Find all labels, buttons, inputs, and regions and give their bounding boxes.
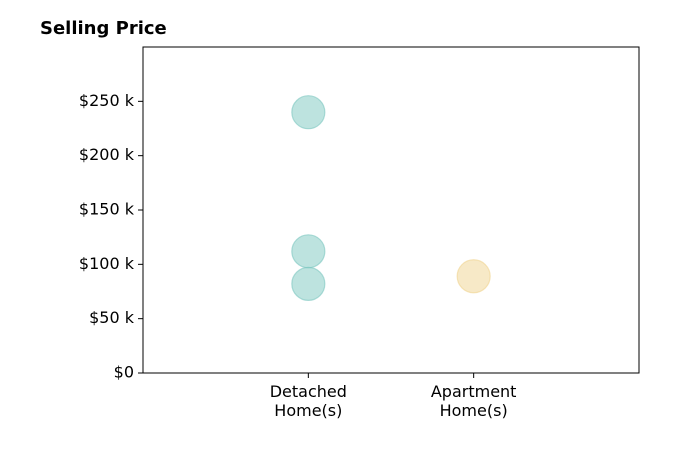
x-tick-label: Detached Home(s) — [269, 382, 347, 420]
chart-title: Selling Price — [40, 18, 167, 39]
plot-frame — [142, 46, 640, 374]
y-tick-label: $50 k — [89, 308, 135, 327]
y-tick-label: $200 k — [79, 145, 135, 164]
point — [456, 259, 491, 294]
point — [291, 234, 326, 269]
point — [291, 95, 326, 130]
x-tick-label: Apartment Home(s) — [430, 382, 517, 420]
y-tick-label: $0 — [114, 363, 134, 382]
point — [291, 266, 326, 301]
y-tick-label: $100 k — [79, 254, 135, 273]
y-tick-label: $150 k — [79, 200, 135, 219]
y-tick-label: $250 k — [79, 91, 135, 110]
